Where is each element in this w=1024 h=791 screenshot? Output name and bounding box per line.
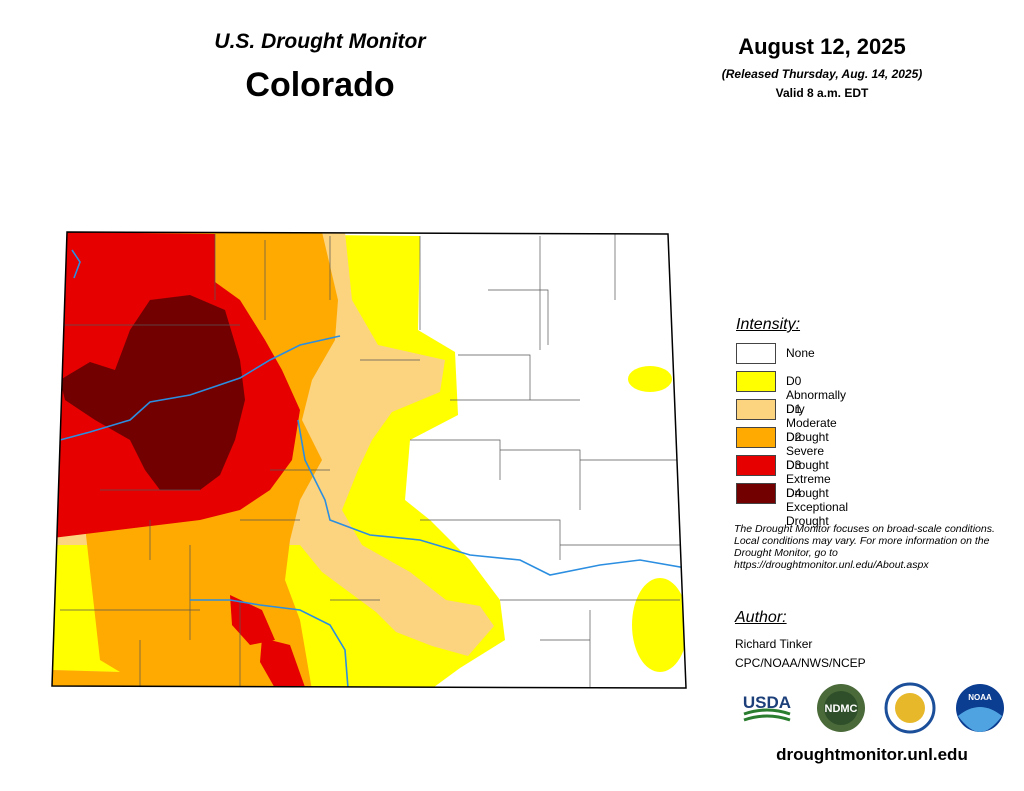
title: U.S. Drought Monitor — [214, 30, 426, 53]
valid-time: Valid 8 a.m. EDT — [775, 86, 869, 100]
usda-logo: USDA — [743, 693, 791, 722]
author-heading: Author: — [735, 609, 787, 626]
legend-label: D3 Extreme Drought — [786, 458, 831, 500]
legend-swatch — [736, 399, 776, 420]
logo-text: NDMC — [825, 703, 858, 715]
ndmc-logo: NDMC — [817, 684, 865, 732]
logos: USDA NDMC NOAA — [743, 682, 1004, 734]
author-name: Richard Tinker — [735, 637, 813, 651]
county-lines — [60, 234, 680, 688]
legend-label: D0 Abnormally Dry — [786, 374, 847, 416]
region-d0 — [628, 366, 672, 392]
map — [51, 231, 687, 689]
logo-text: USDA — [743, 693, 791, 712]
rivers — [59, 249, 686, 688]
legend-swatch — [736, 455, 776, 476]
release-date: (Released Thursday, Aug. 14, 2025) — [721, 67, 923, 81]
legend-label: None — [786, 346, 815, 360]
doc-logo — [884, 682, 936, 734]
website: droughtmonitor.unl.edu — [776, 745, 968, 764]
legend-swatch — [736, 427, 776, 448]
disclaimer: The Drought Monitor focuses on broad-sca… — [734, 523, 995, 571]
legend-swatch — [736, 343, 776, 364]
author-org: CPC/NOAA/NWS/NCEP — [735, 656, 866, 670]
region-d3 — [230, 595, 275, 645]
map-date: August 12, 2025 — [738, 34, 906, 59]
logo-text: NOAA — [968, 693, 992, 702]
noaa-logo: NOAA — [956, 684, 1004, 732]
legend-title: Intensity: — [736, 316, 801, 333]
state-name: Colorado — [245, 66, 395, 104]
region-d4 — [60, 295, 245, 490]
legend-swatch — [736, 371, 776, 392]
legend-label: D4 Exceptional Drought — [786, 486, 849, 528]
legend-label: D1 Moderate Drought — [786, 402, 837, 444]
legend-swatch — [736, 483, 776, 504]
legend-label: D2 Severe Drought — [786, 430, 829, 472]
state-outline — [51, 231, 687, 689]
region-d0 — [632, 578, 686, 672]
region-d3 — [260, 638, 306, 688]
